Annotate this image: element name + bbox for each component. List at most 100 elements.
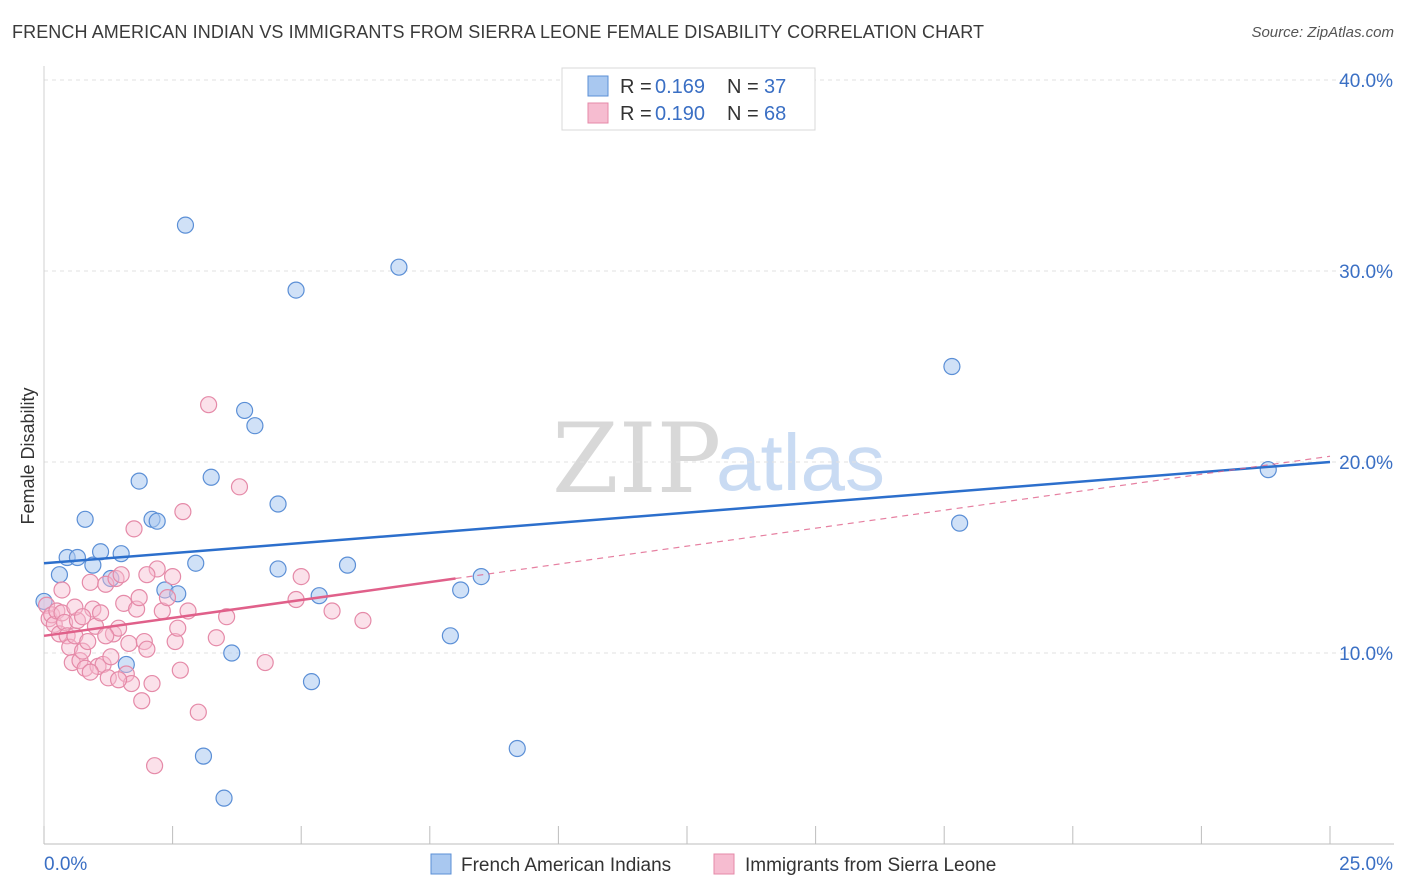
point-pink-7 [55, 613, 74, 632]
legend-n-value-blue: 37 [764, 76, 786, 98]
point-blue-31 [452, 581, 470, 599]
point-pink-59 [354, 611, 372, 630]
point-pink-66 [109, 671, 128, 689]
series-legend-label-blue: French American Indians [461, 855, 671, 876]
point-pink-0 [37, 596, 56, 614]
point-pink-21 [91, 604, 110, 622]
legend-n-label-pink: N = [727, 103, 759, 125]
trend-line-pink [43, 577, 456, 638]
point-blue-26 [302, 673, 321, 691]
y-tick-label-30: 30.0% [1339, 262, 1393, 283]
series-legend-swatch-blue [430, 853, 452, 875]
point-pink-25 [102, 648, 120, 666]
point-pink-48 [174, 503, 192, 521]
point-pink-54 [230, 478, 249, 496]
point-blue-33 [508, 739, 526, 758]
point-blue-9 [117, 655, 135, 674]
point-pink-40 [143, 674, 161, 693]
y-tick-label-40: 40.0% [1339, 71, 1393, 92]
point-blue-12 [148, 512, 166, 530]
point-blue-16 [187, 554, 205, 572]
point-pink-58 [323, 602, 341, 620]
point-pink-29 [112, 566, 130, 584]
point-pink-45 [164, 567, 182, 586]
point-pink-42 [148, 560, 166, 578]
point-pink-23 [97, 575, 115, 593]
legend-n-value-pink: 68 [764, 103, 786, 125]
series-legend: French American Indians Immigrants from … [430, 853, 996, 876]
point-blue-4 [76, 510, 94, 528]
series-legend-label-pink: Immigrants from Sierra Leone [745, 855, 996, 876]
point-blue-29 [390, 258, 408, 276]
point-blue-1 [50, 566, 69, 584]
trend-lines [43, 455, 1331, 638]
point-pink-34 [125, 520, 143, 538]
gridlines [44, 79, 1394, 654]
point-pink-63 [97, 627, 115, 645]
point-pink-39 [138, 640, 156, 658]
point-pink-60 [53, 581, 71, 599]
point-pink-57 [292, 567, 310, 586]
point-pink-44 [158, 589, 177, 607]
point-blue-18 [202, 468, 220, 486]
point-blue-5 [84, 556, 102, 574]
point-blue-23 [269, 560, 287, 578]
point-blue-8 [112, 545, 130, 563]
point-blue-35 [951, 514, 969, 532]
point-pink-64 [138, 566, 156, 584]
point-pink-65 [169, 619, 187, 637]
point-blue-19 [215, 789, 233, 807]
legend-swatch-blue [587, 75, 609, 97]
point-pink-55 [256, 653, 274, 672]
legend-r-label-blue: R = [620, 76, 652, 98]
trend-line-pink-extension [455, 455, 1331, 580]
point-blue-14 [169, 585, 187, 603]
point-blue-34 [943, 357, 961, 376]
series-french-american-indians [35, 216, 1277, 807]
watermark-zip: ZIP [552, 403, 721, 515]
legend-r-value-blue: 0.169 [655, 76, 705, 98]
point-pink-62 [81, 663, 99, 681]
x-tick-label-max: 25.0% [1339, 854, 1393, 875]
y-axis-title: Female Disability [18, 387, 38, 524]
series-legend-swatch-pink [713, 853, 735, 875]
point-pink-17 [81, 573, 99, 591]
point-blue-22 [246, 417, 264, 435]
point-pink-24 [99, 669, 117, 687]
point-pink-67 [73, 608, 92, 626]
point-blue-32 [472, 567, 490, 586]
point-pink-36 [130, 589, 148, 607]
chart-title: FRENCH AMERICAN INDIAN VS IMMIGRANTS FRO… [12, 22, 985, 42]
trend-line-blue [43, 460, 1331, 565]
point-pink-32 [120, 634, 138, 653]
legend-r-value-pink: 0.190 [655, 103, 705, 125]
point-blue-15 [176, 216, 195, 234]
point-blue-20 [223, 644, 241, 662]
point-pink-47 [171, 661, 189, 679]
point-pink-14 [73, 642, 92, 660]
legend-swatch-pink [587, 102, 609, 124]
legend-r-label-pink: R = [620, 103, 652, 125]
point-blue-17 [194, 747, 213, 765]
point-blue-28 [338, 556, 357, 574]
point-pink-50 [189, 703, 207, 721]
chart-source: Source: ZipAtlas.com [1251, 24, 1394, 41]
watermark-atlas: atlas [716, 418, 885, 507]
y-tick-label-20: 20.0% [1339, 453, 1393, 474]
point-blue-24 [269, 495, 287, 513]
point-blue-10 [130, 472, 148, 490]
point-blue-30 [441, 627, 459, 645]
point-blue-3 [68, 548, 87, 567]
stats-legend: R = 0.169 N = 37 R = 0.190 N = 68 [561, 67, 816, 131]
point-pink-53 [218, 608, 236, 626]
point-pink-16 [79, 632, 97, 651]
point-pink-46 [166, 632, 184, 651]
y-tick-labels: 10.0% 20.0% 30.0% 40.0% [1339, 71, 1393, 665]
point-pink-37 [133, 692, 151, 710]
point-blue-21 [236, 401, 254, 420]
x-tick-label-min: 0.0% [44, 854, 87, 875]
x-tick-labels: 0.0% 25.0% [44, 854, 1393, 875]
point-pink-41 [145, 757, 164, 775]
point-blue-25 [287, 281, 305, 299]
